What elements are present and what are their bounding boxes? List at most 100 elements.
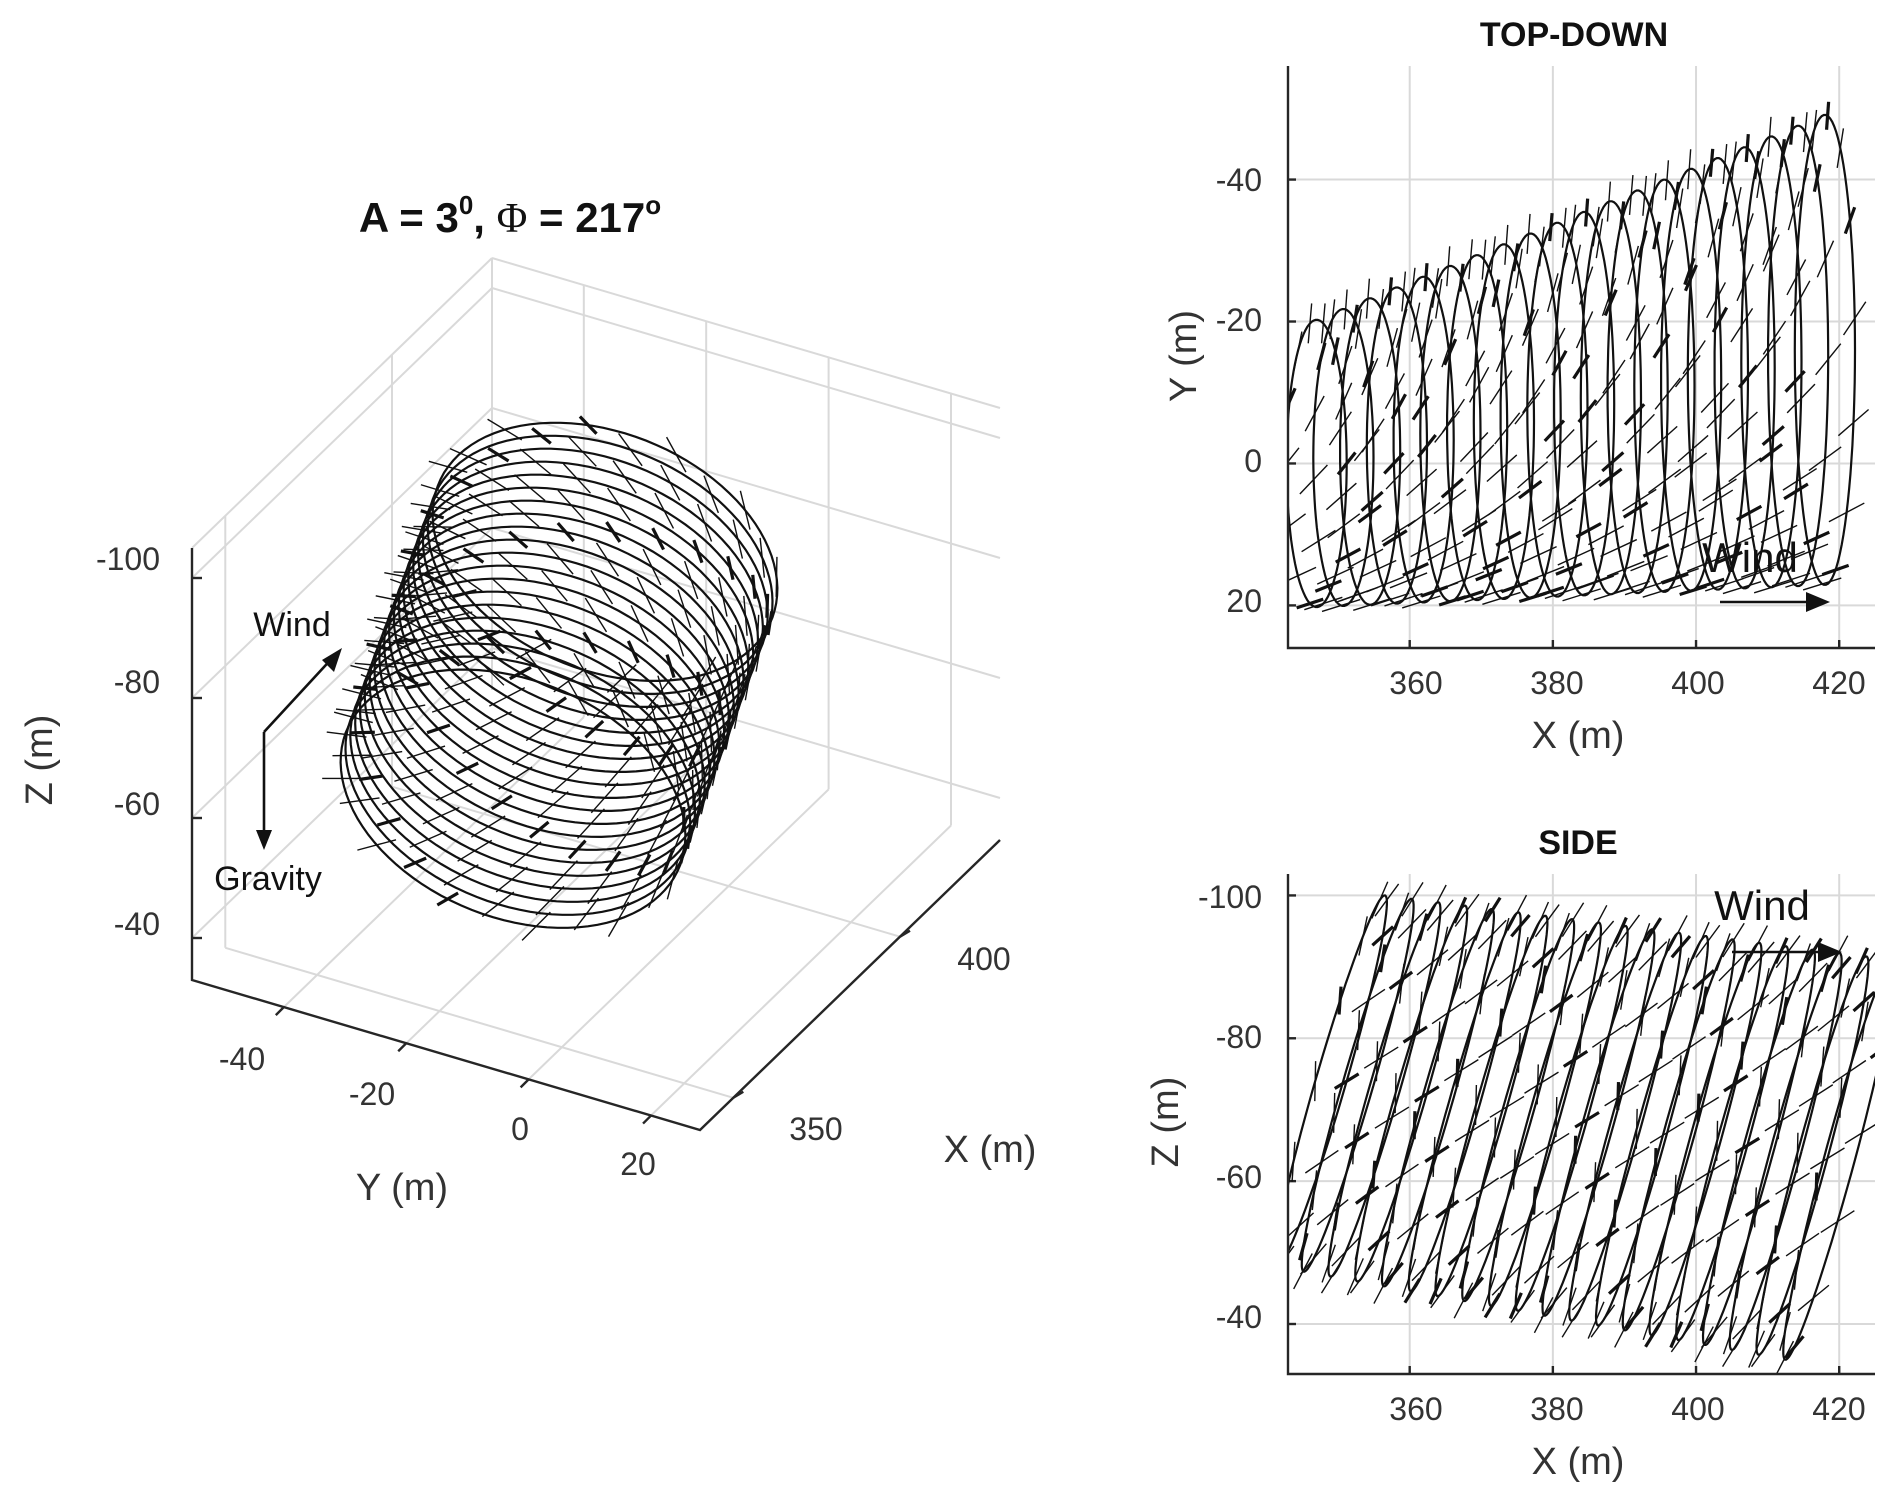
orientation-glyph — [1831, 956, 1852, 980]
orientation-glyph — [1424, 1144, 1450, 1163]
orientation-glyph — [1668, 517, 1705, 538]
orientation-glyph — [1459, 949, 1467, 989]
orientation-glyph — [1722, 922, 1745, 958]
orientation-glyph — [1578, 933, 1590, 962]
orientation-glyph — [1797, 167, 1809, 207]
orientation-glyph — [739, 490, 751, 530]
orientation-glyph — [1371, 881, 1389, 919]
orientation-glyph — [1802, 577, 1842, 591]
orientation-glyph — [1539, 965, 1548, 994]
orientation-glyph — [578, 415, 598, 435]
orientation-glyph — [1720, 1006, 1727, 1047]
orientation-glyph — [1351, 304, 1359, 333]
orientation-glyph — [1459, 432, 1489, 463]
orientation-glyph — [604, 756, 632, 788]
orientation-glyph — [339, 797, 380, 805]
orientation-glyph — [1531, 1186, 1538, 1215]
orientation-glyph — [710, 737, 722, 762]
orientation-glyph — [1642, 175, 1648, 216]
trajectory-lines — [1288, 101, 1870, 613]
orientation-glyph — [1816, 240, 1835, 278]
orientation-glyph — [1649, 1121, 1685, 1144]
orientation-glyph — [1415, 358, 1433, 396]
orientation-glyph — [557, 489, 586, 521]
orientation-glyph — [1593, 1162, 1597, 1203]
orientation-glyph — [422, 806, 460, 825]
orientation-glyph — [1797, 1284, 1830, 1312]
orientation-glyph — [1361, 357, 1379, 396]
orientation-glyph — [1552, 1210, 1559, 1251]
orientation-glyph — [1747, 941, 1775, 973]
orientation-glyph — [1800, 1017, 1807, 1058]
orientation-glyph — [489, 687, 526, 707]
orientation-glyph — [641, 764, 665, 799]
orientation-glyph — [1531, 901, 1550, 939]
orientation-glyph — [765, 593, 770, 618]
orientation-glyph — [1787, 191, 1800, 231]
orientation-glyph — [1401, 882, 1424, 917]
trajectory-loop — [1339, 297, 1402, 606]
orientation-glyph — [1498, 1008, 1504, 1037]
orientation-glyph — [1664, 160, 1670, 201]
orientation-glyph — [1275, 1207, 1283, 1246]
orientation-glyph — [1435, 278, 1443, 319]
orientation-glyph — [1793, 1249, 1800, 1290]
orientation-glyph — [1627, 245, 1640, 285]
orientation-glyph — [405, 681, 430, 690]
orientation-glyph — [1657, 982, 1689, 1010]
orientation-glyph — [1779, 1311, 1791, 1351]
orientation-glyph — [1731, 141, 1737, 182]
orientation-glyph — [1512, 243, 1520, 272]
orientation-glyph — [1674, 452, 1708, 478]
orientation-glyph — [620, 874, 642, 910]
orientation-glyph — [1637, 229, 1648, 258]
orientation-glyph — [614, 817, 639, 852]
orientation-glyph — [514, 474, 546, 502]
trajectory-loop — [1419, 264, 1482, 603]
z-axis-label: Z (m) — [19, 715, 61, 806]
trajectory-loop — [358, 616, 706, 877]
orientation-glyph — [1753, 151, 1761, 180]
orientation-glyph — [1545, 429, 1575, 459]
top-x-axis-label: X (m) — [1532, 715, 1625, 757]
orientation-glyph — [1694, 183, 1705, 224]
gridline — [191, 287, 493, 579]
side-x-tick-label: 380 — [1530, 1391, 1583, 1427]
orientation-glyph — [1418, 991, 1423, 1032]
orientation-glyph — [475, 711, 512, 731]
orientation-glyph — [1354, 309, 1363, 349]
orientation-glyph — [1401, 271, 1407, 312]
orientation-glyph — [406, 745, 446, 759]
orientation-glyph — [657, 675, 670, 715]
orientation-glyph — [1839, 1077, 1843, 1118]
side-y-axis-label: Z (m) — [1145, 1077, 1187, 1168]
main-title: A = 30, Φ = 217o — [359, 190, 661, 242]
orientation-glyph — [1293, 331, 1303, 371]
panel-side: SIDE -100 -80 -60 -40 360 380 400 420 X … — [1145, 824, 1875, 1483]
orientation-glyph — [1469, 366, 1490, 403]
orientation-glyph — [1288, 513, 1307, 528]
orientation-glyph — [553, 667, 587, 693]
orientation-glyph — [1708, 148, 1715, 177]
orientation-glyph — [1739, 213, 1754, 252]
orientation-glyph — [1611, 580, 1650, 595]
orientation-glyph — [1510, 1210, 1544, 1236]
orientation-glyph — [1644, 917, 1663, 943]
orientation-glyph — [1562, 1049, 1589, 1068]
orientation-glyph — [1653, 1147, 1658, 1177]
orientation-glyph — [1363, 1046, 1399, 1069]
orientation-glyph — [1814, 1172, 1819, 1201]
orientation-glyph — [1620, 970, 1628, 1010]
orientation-glyph — [1768, 976, 1800, 1005]
orientation-glyph — [1434, 410, 1461, 443]
orientation-glyph — [1734, 1154, 1738, 1195]
orientation-glyph — [1331, 1236, 1361, 1267]
orientation-glyph — [1486, 454, 1518, 483]
orientation-glyph — [1650, 511, 1687, 532]
orientation-glyph — [1402, 1025, 1428, 1044]
orientation-glyph — [1722, 144, 1728, 184]
orientation-glyph — [470, 815, 506, 838]
side-title: SIDE — [1538, 824, 1617, 862]
orientation-glyph — [515, 638, 552, 660]
orientation-glyph — [672, 764, 692, 802]
